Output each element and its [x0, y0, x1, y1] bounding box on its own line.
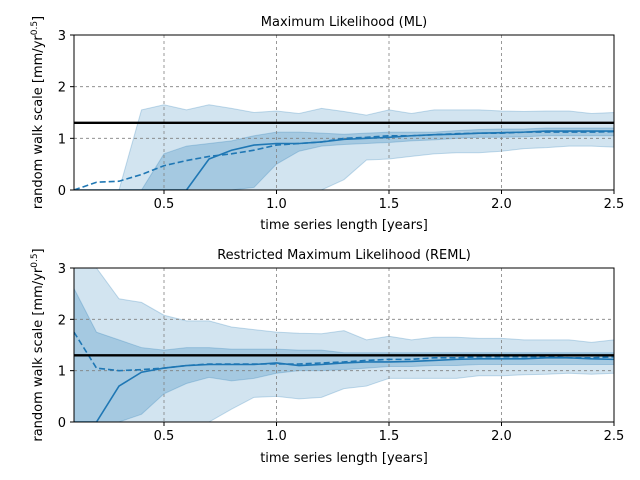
series-line-dashed: [74, 130, 614, 190]
x-axis-label: time series length [years]: [260, 451, 428, 466]
axes-frame: [73, 34, 615, 191]
y-tick-label: 0: [58, 184, 66, 199]
outer-confidence-band: [74, 104, 614, 190]
x-tick-label: 1.5: [379, 429, 400, 444]
x-tick-label: 1.5: [379, 197, 400, 212]
y-tick-label: 2: [58, 81, 66, 96]
chart-panel-1: 0.5 1.0 1.5 2.0 2.5 0 1 2 3 Maximum Likelihood (M…: [30, 15, 624, 233]
x-tick-label: 2.0: [491, 197, 512, 212]
x-tick-label: 2.5: [604, 429, 625, 444]
chart-title: Restricted Maximum Likelihood (REML): [217, 248, 471, 263]
x-axis-label: time series length [years]: [260, 218, 428, 233]
y-tick-label: 1: [58, 132, 66, 147]
x-tick-label: 2.0: [491, 429, 512, 444]
y-tick-label: 0: [58, 416, 66, 431]
outer-confidence-band: [74, 268, 614, 422]
x-tick-label: 0.5: [154, 197, 175, 212]
axes-frame: [73, 267, 615, 423]
x-tick-label: 1.0: [266, 429, 287, 444]
plot-area: [74, 35, 614, 190]
x-tick-label: 1.0: [266, 197, 287, 212]
chart-panel-2: 0.5 1.0 1.5 2.0 2.5 0 1 2 3 Restricted Maximum Li…: [30, 248, 624, 466]
series-line-dashed: [74, 331, 614, 372]
y-tick-label: 3: [58, 262, 66, 277]
y-axis-label: random walk scale [mm/yr0.5]: [30, 248, 46, 441]
inner-confidence-band: [74, 127, 614, 190]
y-tick-label: 1: [58, 365, 66, 380]
y-tick-label: 3: [58, 29, 66, 44]
x-tick-label: 2.5: [604, 197, 625, 212]
x-tick-label: 0.5: [154, 429, 175, 444]
chart-title: Maximum Likelihood (ML): [261, 15, 427, 30]
plot-area: [74, 268, 614, 422]
series-line-solid: [74, 130, 614, 190]
y-axis-label: random walk scale [mm/yr0.5]: [30, 16, 46, 209]
y-tick-label: 2: [58, 313, 66, 328]
